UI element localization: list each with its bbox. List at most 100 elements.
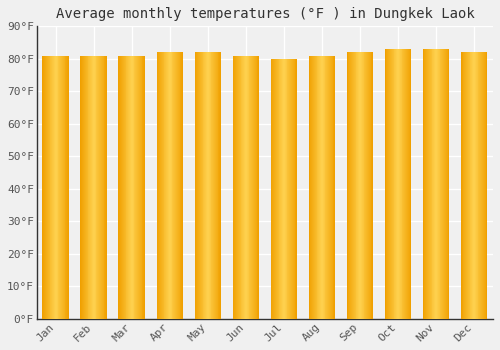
Bar — [318, 56, 320, 319]
Bar — [96, 56, 98, 319]
Bar — [350, 52, 351, 319]
Bar — [486, 52, 488, 319]
Bar — [308, 56, 310, 319]
Bar — [167, 52, 168, 319]
Bar — [462, 52, 464, 319]
Bar — [354, 52, 356, 319]
Bar — [435, 49, 436, 319]
Bar — [443, 49, 444, 319]
Bar — [122, 56, 123, 319]
Bar — [55, 56, 56, 319]
Bar — [101, 56, 102, 319]
Bar — [281, 59, 282, 319]
Bar — [162, 52, 164, 319]
Bar — [180, 52, 182, 319]
Bar — [440, 49, 442, 319]
Bar — [322, 56, 323, 319]
Bar — [466, 52, 467, 319]
Bar — [356, 52, 358, 319]
Bar — [44, 56, 45, 319]
Bar — [436, 49, 437, 319]
Bar — [42, 56, 43, 319]
Bar — [220, 52, 221, 319]
Bar — [323, 56, 324, 319]
Bar — [106, 56, 107, 319]
Bar — [482, 52, 483, 319]
Bar — [130, 56, 131, 319]
Bar — [232, 56, 234, 319]
Bar — [326, 56, 328, 319]
Bar — [292, 59, 293, 319]
Bar — [252, 56, 253, 319]
Bar — [159, 52, 160, 319]
Bar — [60, 56, 61, 319]
Bar — [289, 59, 290, 319]
Bar — [199, 52, 200, 319]
Bar — [126, 56, 128, 319]
Bar — [372, 52, 374, 319]
Bar — [320, 56, 321, 319]
Bar — [247, 56, 248, 319]
Bar — [468, 52, 469, 319]
Bar — [406, 49, 407, 319]
Bar — [175, 52, 176, 319]
Bar — [182, 52, 183, 319]
Bar — [408, 49, 410, 319]
Bar — [85, 56, 86, 319]
Bar — [277, 59, 278, 319]
Bar — [316, 56, 318, 319]
Bar — [445, 49, 446, 319]
Bar — [329, 56, 330, 319]
Bar — [391, 49, 392, 319]
Bar — [48, 56, 50, 319]
Bar — [92, 56, 93, 319]
Bar — [284, 59, 285, 319]
Bar — [483, 52, 484, 319]
Bar — [245, 56, 246, 319]
Bar — [369, 52, 370, 319]
Bar — [392, 49, 394, 319]
Bar — [52, 56, 53, 319]
Bar — [98, 56, 99, 319]
Bar — [283, 59, 284, 319]
Bar — [428, 49, 429, 319]
Bar — [66, 56, 68, 319]
Bar — [164, 52, 166, 319]
Bar — [296, 59, 297, 319]
Bar — [178, 52, 180, 319]
Bar — [467, 52, 468, 319]
Bar — [446, 49, 448, 319]
Bar — [361, 52, 362, 319]
Bar — [473, 52, 474, 319]
Bar — [330, 56, 331, 319]
Bar — [63, 56, 64, 319]
Bar — [430, 49, 432, 319]
Bar — [158, 52, 159, 319]
Bar — [328, 56, 329, 319]
Bar — [478, 52, 480, 319]
Bar — [429, 49, 430, 319]
Bar — [160, 52, 161, 319]
Bar — [427, 49, 428, 319]
Bar — [290, 59, 291, 319]
Bar — [256, 56, 258, 319]
Bar — [64, 56, 66, 319]
Bar — [83, 56, 84, 319]
Bar — [348, 52, 350, 319]
Bar — [244, 56, 245, 319]
Bar — [402, 49, 404, 319]
Bar — [194, 52, 196, 319]
Bar — [434, 49, 435, 319]
Bar — [93, 56, 94, 319]
Bar — [367, 52, 368, 319]
Bar — [480, 52, 481, 319]
Bar — [368, 52, 369, 319]
Bar — [389, 49, 390, 319]
Bar — [242, 56, 243, 319]
Bar — [254, 56, 256, 319]
Bar — [314, 56, 315, 319]
Bar — [384, 49, 386, 319]
Bar — [53, 56, 54, 319]
Bar — [444, 49, 445, 319]
Bar — [176, 52, 177, 319]
